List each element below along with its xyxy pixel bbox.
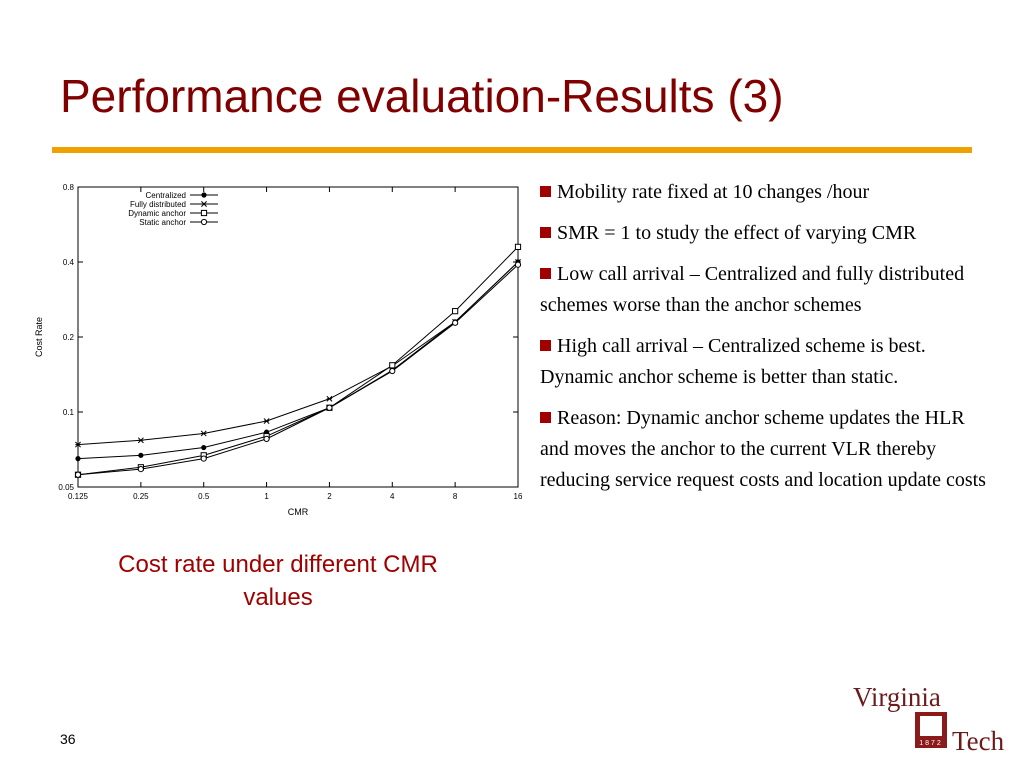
x-tick-label: 4 [390, 492, 395, 501]
point [200, 455, 207, 462]
point [389, 362, 396, 369]
point [200, 430, 207, 437]
y-axis-label: Cost Rate [34, 317, 44, 357]
x-tick-label: 0.25 [133, 492, 149, 501]
legend-marker [200, 218, 208, 226]
bullet-square [540, 268, 551, 279]
logo-icon [920, 716, 942, 736]
legend-marker [201, 192, 207, 198]
legend-label: Fully distributed [130, 200, 186, 209]
point [452, 319, 459, 326]
y-tick-label: 0.4 [63, 258, 75, 267]
point [514, 243, 522, 250]
bullet-list: Mobility rate fixed at 10 changes /hour S… [540, 177, 992, 506]
point [452, 308, 459, 315]
logo: Virginia 1872 Tech [853, 682, 1005, 756]
logo-text: Tech [952, 726, 1005, 756]
title-rule [52, 147, 972, 153]
series-line [77, 261, 519, 460]
bullet-text: SMR = 1 to study the effect of varying C… [557, 222, 917, 244]
bullet: High call arrival – Centralized scheme i… [540, 331, 992, 393]
bullet-text: Low call arrival – Centralized and fully… [540, 263, 965, 316]
bullet: Reason: Dynamic anchor scheme updates th… [540, 403, 992, 496]
point [263, 435, 270, 442]
point [201, 444, 207, 451]
y-tick-label: 0.8 [63, 183, 75, 192]
point [75, 441, 81, 448]
point [514, 261, 522, 268]
x-tick-label: 0.5 [198, 492, 210, 501]
bullet-text: High call arrival – Centralized scheme i… [540, 335, 926, 388]
legend-label: Centralized [146, 191, 186, 200]
slide-title: Performance evaluation-Results (3) [60, 70, 784, 122]
caption-line: values [243, 584, 312, 611]
bullet-square [540, 186, 551, 197]
logo-digits: 1872 [919, 740, 943, 747]
x-tick-label: 2 [327, 492, 332, 501]
x-tick-label: 1 [264, 492, 269, 501]
point [326, 404, 333, 411]
series-line [77, 261, 519, 446]
point [75, 456, 81, 462]
point [326, 395, 333, 402]
bullet-square [540, 340, 551, 351]
page-number: 36 [60, 731, 76, 747]
x-tick-label: 16 [514, 492, 523, 501]
y-tick-label: 0.05 [58, 483, 74, 492]
x-axis-label: CMR [288, 507, 309, 517]
bullet: SMR = 1 to study the effect of varying C… [540, 218, 992, 249]
point [138, 452, 144, 458]
caption-line: Cost rate under different CMR [118, 551, 438, 578]
series-line [77, 246, 519, 476]
bullet: Mobility rate fixed at 10 changes /hour [540, 177, 992, 208]
point [263, 418, 270, 424]
bullet-square [540, 227, 551, 238]
y-tick-label: 0.2 [63, 333, 75, 342]
x-tick-label: 8 [453, 492, 458, 501]
legend-label: Dynamic anchor [128, 209, 186, 218]
bullet-text: Reason: Dynamic anchor scheme updates th… [540, 407, 986, 491]
legend-marker [201, 201, 207, 207]
bullet-square [540, 412, 551, 423]
bullet: Low call arrival – Centralized and fully… [540, 259, 992, 321]
plot-frame [77, 186, 519, 488]
point [137, 465, 144, 473]
legend-marker [200, 209, 208, 217]
y-tick-label: 0.1 [63, 408, 75, 417]
x-tick-label: 0.125 [68, 492, 89, 501]
point [74, 471, 82, 478]
legend-label: Static anchor [139, 218, 186, 227]
logo-text: Virginia [853, 682, 941, 712]
point [389, 367, 396, 375]
bullet-text: Mobility rate fixed at 10 changes /hour [557, 181, 870, 203]
point [137, 437, 144, 444]
series-line [77, 264, 519, 476]
